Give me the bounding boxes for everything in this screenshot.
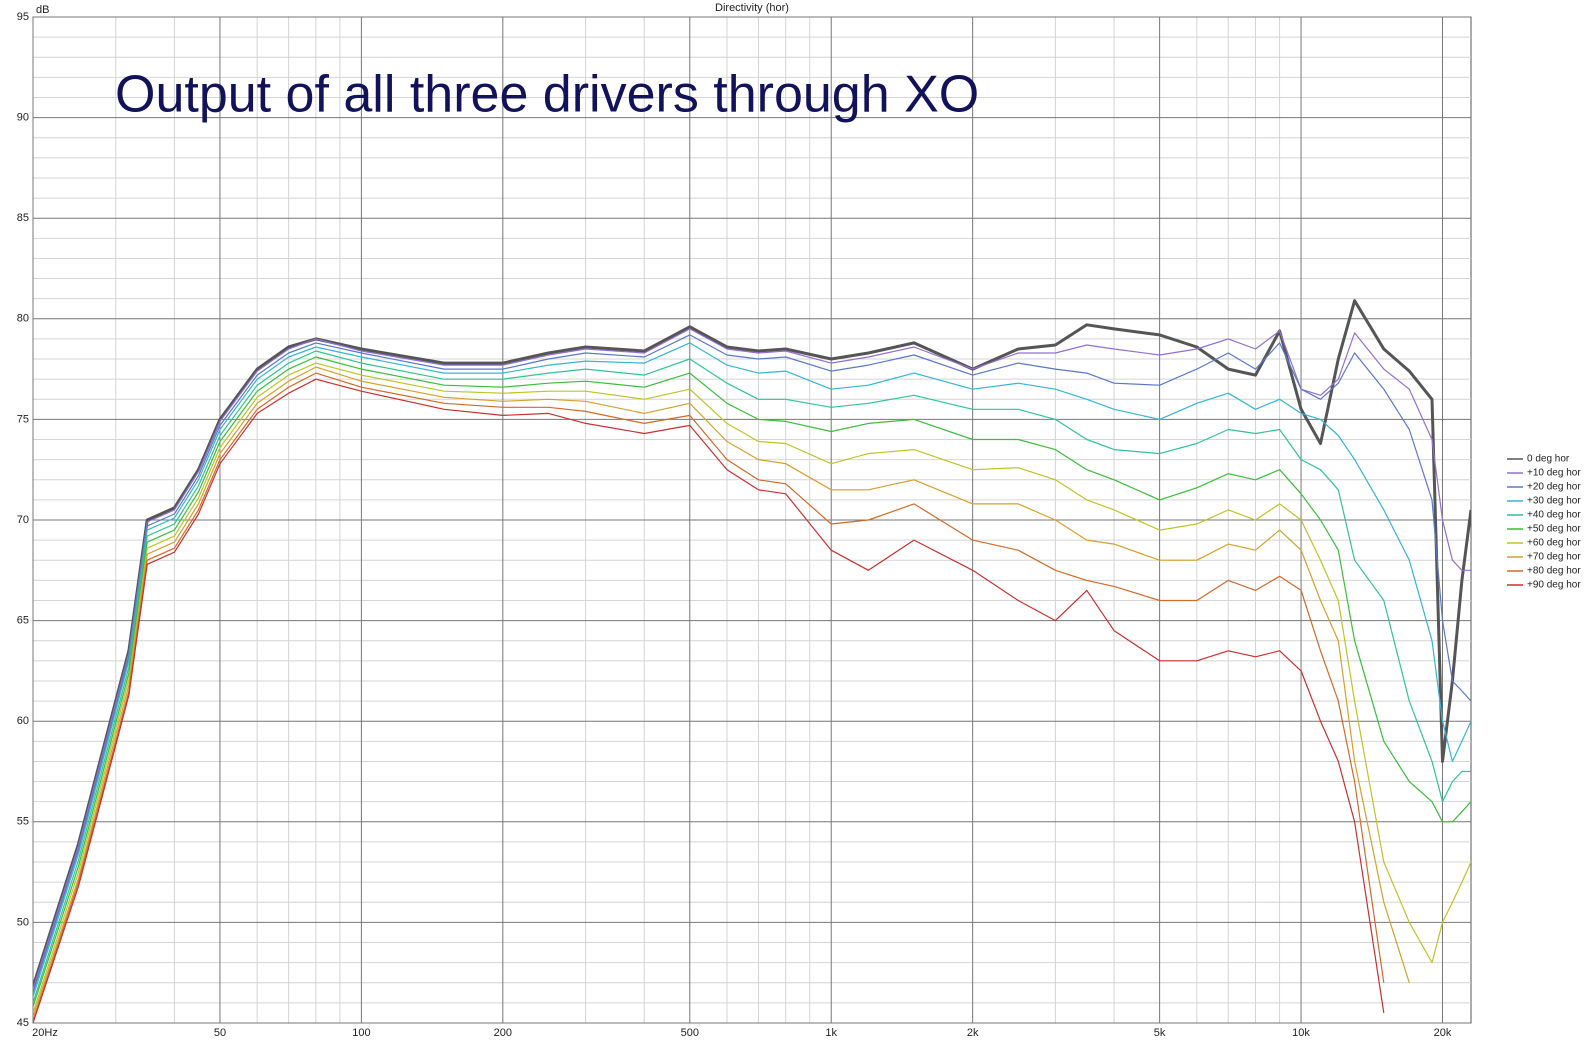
y-axis-label: dB	[36, 4, 49, 16]
series-line	[33, 350, 1471, 1004]
series-line	[33, 334, 1471, 993]
legend-label: +30 deg hor	[1527, 496, 1581, 507]
y-tick-label: 95	[17, 11, 29, 23]
y-tick-label: 70	[17, 514, 29, 526]
series-line	[33, 342, 1471, 997]
x-tick-label: 10k	[1292, 1027, 1310, 1039]
series-line	[33, 356, 1471, 1008]
legend-label: +50 deg hor	[1527, 524, 1581, 535]
x-tick-label: 20k	[1434, 1027, 1452, 1039]
legend-label: +40 deg hor	[1527, 510, 1581, 521]
y-tick-label: 90	[17, 112, 29, 124]
x-tick-label: 1k	[825, 1027, 837, 1039]
x-tick-label: 500	[681, 1027, 699, 1039]
y-tick-label: 55	[17, 816, 29, 828]
x-tick-label: 50	[214, 1027, 226, 1039]
series-line	[33, 378, 1385, 1023]
y-tick-label: 45	[17, 1017, 29, 1029]
y-tick-label: 75	[17, 413, 29, 425]
legend-label: +10 deg hor	[1527, 468, 1581, 479]
series-line	[33, 362, 1471, 1014]
series-line	[33, 328, 1471, 989]
series-line	[33, 366, 1410, 1018]
series-line	[33, 372, 1385, 1022]
legend-label: +60 deg hor	[1527, 538, 1581, 549]
series-line	[33, 299, 1471, 988]
chart-title: Directivity (hor)	[715, 2, 789, 14]
annotation: Output of all three drivers through XO	[115, 66, 979, 124]
y-tick-label: 60	[17, 715, 29, 727]
x-tick-label: 2k	[967, 1027, 979, 1039]
x-tick-label: 100	[352, 1027, 370, 1039]
y-tick-label: 85	[17, 212, 29, 224]
lines	[33, 299, 1471, 1023]
legend-label: +20 deg hor	[1527, 482, 1581, 493]
x-tick-label: 200	[494, 1027, 512, 1039]
x-tick-label: 5k	[1154, 1027, 1166, 1039]
x-tick-label: 20Hz	[32, 1027, 58, 1039]
legend-label: 0 deg hor	[1527, 454, 1570, 465]
y-tick-label: 80	[17, 313, 29, 325]
legend-label: +90 deg hor	[1527, 580, 1581, 591]
y-tick-label: 65	[17, 615, 29, 627]
legend-label: +70 deg hor	[1527, 552, 1581, 563]
y-tick-label: 50	[17, 916, 29, 928]
grid	[32, 16, 1471, 1024]
legend-label: +80 deg hor	[1527, 566, 1581, 577]
